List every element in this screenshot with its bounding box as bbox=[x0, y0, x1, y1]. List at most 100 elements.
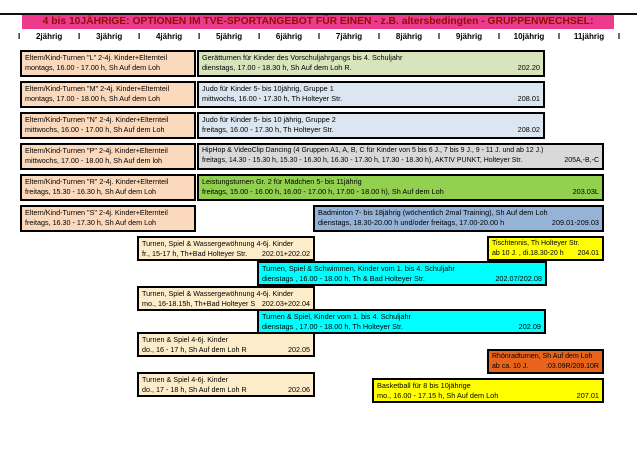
program-name: Turnen & Spiel, Kinder vom 1. bis 4. Sch… bbox=[262, 312, 411, 321]
program-code: 208.02 bbox=[517, 124, 540, 134]
program-schedule: mittwochs, 16.00 - 17.30 h, Th Holteyer … bbox=[202, 93, 343, 103]
program-code: 207.01 bbox=[576, 390, 599, 400]
program-name: Turnen, Spiel & Wassergewöhnung 4-6j. Ki… bbox=[142, 289, 294, 298]
program-box-turnen-spiel-dienstags: Turnen & Spiel, Kinder vom 1. bis 4. Sch… bbox=[257, 309, 546, 334]
age-axis-separator: I bbox=[617, 31, 621, 41]
age-axis-separator: I bbox=[137, 31, 141, 41]
age-axis-separator: I bbox=[377, 31, 381, 41]
program-name: Eltern/Kind-Turnen "R" 2-4j. Kinder+Elte… bbox=[25, 177, 169, 186]
program-schedule: freitags, 14.30 - 15.30 h, 15.30 - 16.30… bbox=[202, 156, 523, 164]
program-box-tischtennis: Tischtennis, Th Holteyer Str. ab 10 J. ,… bbox=[487, 236, 604, 261]
age-label: 11jährig bbox=[573, 31, 605, 41]
program-schedule: fr., 15-17 h, Th+Bad Holteyer Str. bbox=[142, 248, 248, 258]
program-name: Eltern/Kind-Turnen "L" 2-4j. Kinder+Elte… bbox=[25, 53, 168, 62]
age-label: 3jährig bbox=[95, 31, 123, 41]
program-code: 205A,-B,-C bbox=[564, 156, 599, 164]
program-code: 202.20 bbox=[517, 62, 540, 72]
program-name: Turnen & Spiel 4-6j. Kinder bbox=[142, 375, 229, 384]
program-schedule: freitags, 15.30 - 16.30 h, Sh Auf dem Lo… bbox=[25, 186, 157, 196]
program-schedule: montags, 16.00 - 17.00 h, Sh Auf dem Loh bbox=[25, 62, 161, 72]
program-name: Turnen & Spiel 4-6j. Kinder bbox=[142, 335, 229, 344]
program-name: Turnen, Spiel & Schwimmen, Kinder vom 1.… bbox=[262, 264, 455, 273]
program-name: Turnen, Spiel & Wassergewöhnung 4-6j. Ki… bbox=[142, 239, 294, 248]
age-label: 9jährig bbox=[455, 31, 483, 41]
age-label: 8jährig bbox=[395, 31, 423, 41]
program-schedule: dienstags, 18.30-20.00 h und/oder freita… bbox=[318, 217, 505, 227]
age-label: 10jährig bbox=[513, 31, 545, 41]
program-name: Judo für Kinder 5- bis 10 jährig, Gruppe… bbox=[202, 115, 336, 124]
program-name: Eltern/Kind-Turnen "P" 2-4j. Kinder+Elte… bbox=[25, 146, 168, 155]
program-box-turnen-spiel-wassergewoehnung-mo: Turnen, Spiel & Wassergewöhnung 4-6j. Ki… bbox=[137, 286, 315, 311]
age-axis: I 2jährig I 3jährig I 4jährig I 5jährig … bbox=[18, 29, 620, 43]
program-box-basketball: Basketball für 8 bis 10jährige mo., 16.0… bbox=[372, 378, 604, 403]
program-schedule: do., 16 - 17 h, Sh Auf dem Loh R bbox=[142, 344, 247, 354]
program-box-geraetturnen: Gerätturnen für Kinder des Vorschuljahrg… bbox=[197, 50, 545, 77]
program-name: Rhönradturnen, Sh Auf dem Loh bbox=[492, 353, 593, 360]
age-label: 6jährig bbox=[275, 31, 303, 41]
program-box-turnen-spiel-wassergewoehnung-fr: Turnen, Spiel & Wassergewöhnung 4-6j. Ki… bbox=[137, 236, 315, 261]
program-code: 203.03L bbox=[572, 186, 599, 196]
program-code: 202.07/202.08 bbox=[495, 273, 542, 283]
program-name: Leistungsturnen Gr. 2 für Mädchen 5- bis… bbox=[202, 177, 362, 186]
program-box-rhoenradturnen: Rhönradturnen, Sh Auf dem Loh ab ca. 10 … bbox=[487, 349, 604, 374]
program-box-eltern-kind-turnen-l: Eltern/Kind-Turnen "L" 2-4j. Kinder+Elte… bbox=[20, 50, 196, 77]
program-code: 208.01 bbox=[517, 93, 540, 103]
age-axis-separator: I bbox=[77, 31, 81, 41]
program-box-eltern-kind-turnen-r: Eltern/Kind-Turnen "R" 2-4j. Kinder+Elte… bbox=[20, 174, 196, 201]
age-axis-separator: I bbox=[317, 31, 321, 41]
age-axis-separator: I bbox=[497, 31, 501, 41]
age-axis-separator: I bbox=[197, 31, 201, 41]
program-schedule: dienstags , 17.00 - 18.00 h, Th Holteyer… bbox=[262, 321, 404, 331]
program-name: Tischtennis, Th Holteyer Str. bbox=[492, 240, 580, 247]
program-name: Eltern/Kind-Turnen "N" 2-4j. Kinder+Elte… bbox=[25, 115, 169, 124]
program-schedule: mo., 16-18.15h, Th+Bad Holteyer S bbox=[142, 298, 256, 308]
age-axis-separator: I bbox=[257, 31, 261, 41]
program-box-turnen-spiel-do-16: Turnen & Spiel 4-6j. Kinder do., 16 - 17… bbox=[137, 332, 315, 357]
program-name: Eltern/Kind-Turnen "S" 2-4j. Kinder+Elte… bbox=[25, 208, 168, 217]
program-schedule: mittwochs, 17.00 - 18.00 h, Sh Auf dem l… bbox=[25, 155, 163, 165]
age-label: 5jährig bbox=[215, 31, 243, 41]
program-box-turnen-spiel-schwimmen: Turnen, Spiel & Schwimmen, Kinder vom 1.… bbox=[257, 261, 547, 286]
program-code: 202.09 bbox=[518, 321, 541, 331]
age-axis-separator: I bbox=[557, 31, 561, 41]
program-schedule: freitags, 16.00 - 17.30 h, Th Holteyer S… bbox=[202, 124, 334, 134]
top-border-line bbox=[0, 13, 637, 15]
program-box-eltern-kind-turnen-s: Eltern/Kind-Turnen "S" 2-4j. Kinder+Elte… bbox=[20, 205, 196, 232]
program-name: Eltern/Kind-Turnen "M" 2-4j. Kinder+Elte… bbox=[25, 84, 170, 93]
title-banner: 4 bis 10JÄHRIGE: OPTIONEN IM TVE-SPORTAN… bbox=[22, 15, 614, 29]
program-name: Judo für Kinder 5- bis 10jährig, Gruppe … bbox=[202, 84, 334, 93]
program-schedule: freitags, 16.30 - 17.30 h, Sh Auf dem Lo… bbox=[25, 217, 157, 227]
program-code: 209.01-209.03 bbox=[551, 217, 599, 227]
program-code: 202.03+202.04 bbox=[261, 298, 310, 308]
program-name: Basketball für 8 bis 10jährige bbox=[377, 381, 471, 390]
program-code: 202.05 bbox=[288, 344, 310, 354]
program-box-turnen-spiel-do-17: Turnen & Spiel 4-6j. Kinder do., 17 - 18… bbox=[137, 372, 315, 397]
program-code: 202.01+202.02 bbox=[261, 248, 310, 258]
program-schedule: ab ca. 10 J. bbox=[492, 362, 529, 370]
program-box-hiphop-videoclip-dancing: HipHop & VideoClip Dancing (4 Gruppen A1… bbox=[197, 143, 604, 170]
program-code: :03.09R/209.10R bbox=[546, 362, 599, 370]
age-axis-separator: I bbox=[18, 31, 21, 41]
program-schedule: dienstags, 17.00 - 18.30 h, Sh Auf dem L… bbox=[202, 62, 352, 72]
age-label: 2jährig bbox=[35, 31, 63, 41]
age-label: 7jährig bbox=[335, 31, 363, 41]
program-schedule: mittwochs, 16.00 - 17.00 h, Sh Auf dem L… bbox=[25, 124, 165, 134]
program-box-eltern-kind-turnen-m: Eltern/Kind-Turnen "M" 2-4j. Kinder+Elte… bbox=[20, 81, 196, 108]
age-label: 4jährig bbox=[155, 31, 183, 41]
program-code: 202.06 bbox=[288, 384, 310, 394]
program-code: 204.01 bbox=[577, 249, 599, 257]
program-schedule: do., 17 - 18 h, Sh Auf dem Loh R bbox=[142, 384, 247, 394]
program-box-leistungsturnen: Leistungsturnen Gr. 2 für Mädchen 5- bis… bbox=[197, 174, 604, 201]
program-box-badminton: Badminton 7- bis 18jährig (wöchentlich 2… bbox=[313, 205, 604, 232]
program-box-eltern-kind-turnen-p: Eltern/Kind-Turnen "P" 2-4j. Kinder+Elte… bbox=[20, 143, 196, 170]
program-schedule: ab 10 J. , di.18.30-20 h bbox=[492, 249, 564, 257]
program-name: HipHop & VideoClip Dancing (4 Gruppen A1… bbox=[202, 147, 544, 154]
program-schedule: mo., 16.00 - 17.15 h, Sh Auf dem Loh bbox=[377, 390, 499, 400]
program-box-eltern-kind-turnen-n: Eltern/Kind-Turnen "N" 2-4j. Kinder+Elte… bbox=[20, 112, 196, 139]
program-name: Gerätturnen für Kinder des Vorschuljahrg… bbox=[202, 53, 403, 62]
program-schedule: freitags, 15.00 - 16.00 h, 16.00 - 17.00… bbox=[202, 186, 444, 196]
program-name: Badminton 7- bis 18jährig (wöchentlich 2… bbox=[318, 208, 548, 217]
program-schedule: dienstags , 16.00 - 18.00 h, Th & Bad Ho… bbox=[262, 273, 425, 283]
program-schedule: montags, 17.00 - 18.00 h, Sh Auf dem Loh bbox=[25, 93, 161, 103]
